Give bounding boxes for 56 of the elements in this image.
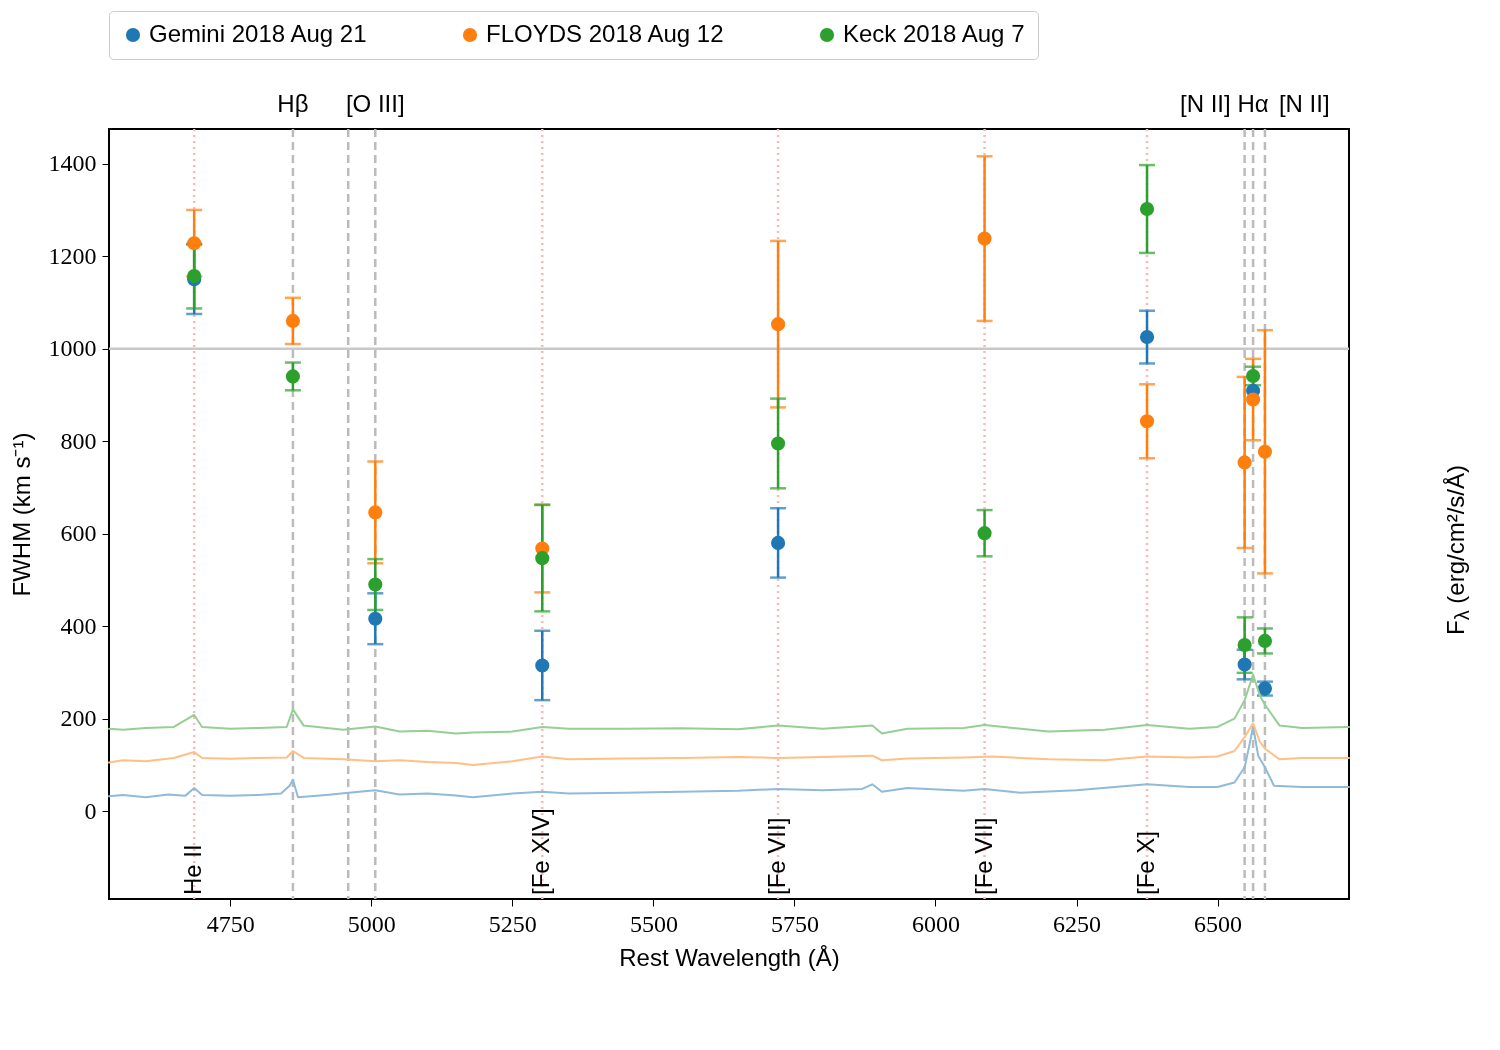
x-tick-label: 4750 [206,910,255,937]
ref-line-label: He II [179,844,207,895]
point [368,611,383,626]
point [977,526,992,541]
x-axis-title: Rest Wavelength (Å) [619,943,840,971]
point [535,658,550,673]
point [1139,414,1155,429]
point [977,231,992,246]
x-tick-label: 6500 [1194,910,1243,937]
ref-line-label: Hβ [277,90,309,117]
y-tick-label: 1200 [48,242,97,269]
point [1139,330,1155,345]
legend-label: Keck 2018 Aug 7 [843,20,1025,47]
ref-line-label: [O III] [345,90,405,117]
point [535,551,550,566]
point [187,236,202,251]
y-axis-title: FWHM (km s⁻¹) [7,432,35,597]
x-tick-label: 5500 [629,910,678,937]
y-tick-label: 800 [60,427,97,454]
point [1257,633,1273,648]
y-tick-label: 0 [84,797,97,824]
point [368,577,383,592]
ref-line-label: Hα [1237,90,1269,117]
ref-line-label: [N II] [1278,90,1330,117]
line-series [108,722,1350,766]
point [1246,392,1261,407]
ref-line-label: [Fe XIV] [527,808,555,895]
point [771,535,786,550]
x-tick-label: 5250 [488,910,537,937]
line-series [108,673,1350,735]
point [285,313,300,328]
y-tick-label: 400 [60,612,97,639]
point [771,317,786,332]
y-tick-label: 200 [60,705,97,732]
y-tick-label: 1400 [48,150,97,177]
point [285,369,300,384]
point [1237,657,1252,672]
point [1257,444,1273,459]
line-series [108,725,1350,799]
ref-line-label: [Fe X] [1132,830,1160,895]
point [1139,201,1155,217]
x-tick-label: 6250 [1053,910,1102,937]
point [368,505,383,520]
point [1237,638,1252,653]
legend-label: FLOYDS 2018 Aug 12 [486,20,724,47]
y-tick-label: 1000 [48,335,97,362]
x-tick-label: 6000 [911,910,960,937]
y-tick-label: 600 [60,520,97,547]
ref-line-label: [N II] [1179,90,1231,117]
ref-line-label: [Fe VII] [969,817,997,895]
point [771,436,786,451]
point [1237,455,1252,470]
x-tick-label: 5000 [347,910,396,937]
ref-line-label: [Fe VII] [763,817,791,895]
x-tick-label: 5750 [770,910,819,937]
legend-label: Gemini 2018 Aug 21 [149,20,367,47]
